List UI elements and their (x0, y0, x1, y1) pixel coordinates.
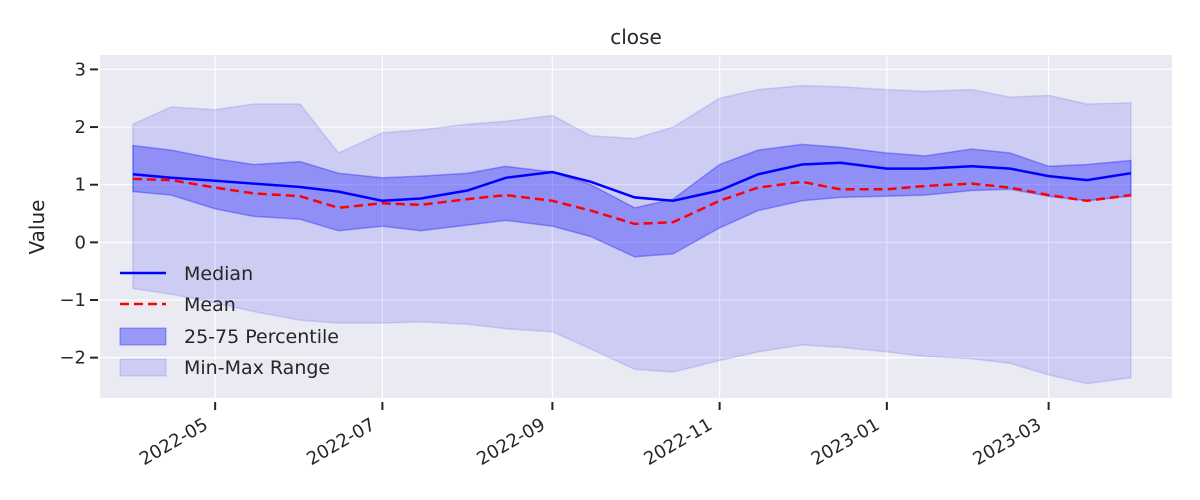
chart-title: close (610, 25, 662, 49)
mean-line (132, 177, 1132, 226)
bands (132, 84, 1132, 385)
y-tick-label: 3 (75, 59, 86, 80)
y-tick-label: 1 (75, 175, 86, 196)
y-tick-label: −2 (59, 348, 86, 369)
legend-label: 25-75 Percentile (184, 326, 339, 348)
legend-item: 25-75 Percentile (119, 326, 339, 348)
legend: Median Mean 25-75 Percentile Min-Max Range (119, 263, 339, 379)
legend-item: Min-Max Range (119, 357, 330, 379)
legend-swatch-percentile (119, 327, 167, 346)
y-axis: −2 −1 0 1 2 3 (59, 59, 98, 369)
legend-item: Median (120, 263, 253, 285)
min-max-band (132, 84, 1132, 385)
y-tick-label: 0 (75, 232, 86, 253)
x-tick-label: 2022-07 (303, 414, 379, 470)
legend-swatch-range (119, 358, 167, 377)
y-axis-label: Value (25, 200, 49, 255)
x-tick-label: 2022-11 (640, 414, 716, 470)
legend-label: Mean (184, 294, 236, 316)
median-line (132, 161, 1132, 203)
x-axis: 2022-05 2022-07 2022-09 2022-11 2023-01 2023-… (136, 402, 1050, 470)
x-tick-label: 2023-01 (808, 414, 884, 470)
x-tick-label: 2022-05 (136, 414, 212, 470)
x-tick-label: 2022-09 (473, 414, 549, 470)
plot-area (100, 55, 1172, 398)
legend-label: Median (184, 263, 253, 285)
y-tick-label: 2 (75, 117, 86, 138)
x-tick-label: 2023-03 (969, 414, 1045, 470)
legend-item: Mean (120, 294, 236, 316)
grid (100, 55, 1172, 398)
legend-label: Min-Max Range (184, 357, 330, 379)
lines (132, 161, 1132, 226)
y-tick-label: −1 (59, 290, 86, 311)
